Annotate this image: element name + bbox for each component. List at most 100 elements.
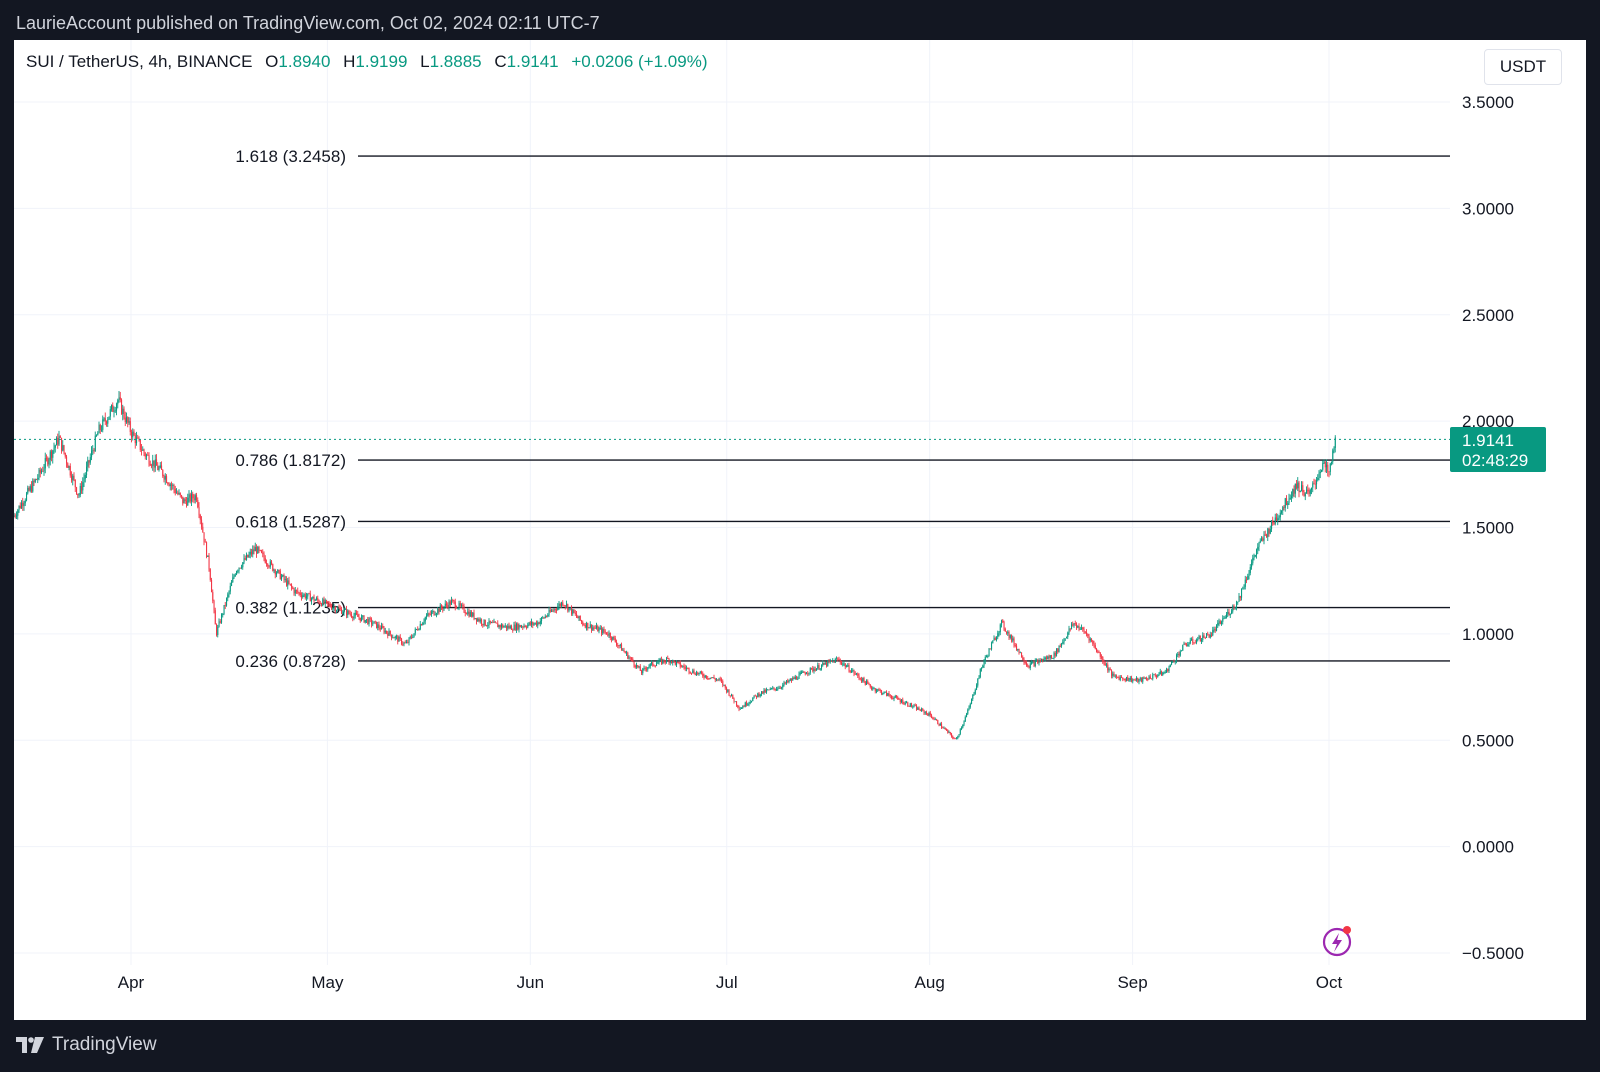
candle [202,522,204,533]
candle [498,624,500,629]
candle [837,657,839,662]
candle [1109,667,1111,671]
candle [1266,533,1268,538]
candle [304,592,306,600]
candle [17,508,19,520]
currency-button[interactable]: USDT [1484,49,1562,85]
candle [812,665,814,673]
candle [166,474,168,484]
candle [1017,648,1019,652]
candle [408,637,410,646]
candle [1297,477,1299,492]
candle [854,671,856,675]
candle [864,680,866,686]
candle [1229,613,1231,619]
candle [851,668,853,673]
candle [1037,658,1039,665]
candle [404,640,406,644]
candle [526,625,528,630]
candle [743,704,745,708]
candle [1183,641,1185,646]
candle [1152,672,1154,681]
candle [364,619,366,624]
symbol-legend[interactable]: SUI / TetherUS, 4h, BINANCE O1.8940 H1.9… [26,52,707,72]
candle [133,429,135,436]
candle [1087,633,1089,639]
candle [803,670,805,673]
candle [1283,505,1285,511]
candle [127,416,129,428]
candle [1081,624,1083,630]
candle [518,623,520,633]
candle [139,439,141,452]
candle [1041,658,1043,663]
candle [433,610,435,616]
candle [101,425,103,432]
candle [1059,643,1061,648]
publisher-header: LaurieAccount published on TradingView.c… [0,0,1600,40]
candle [532,621,534,629]
candle [1259,538,1261,544]
candle [106,420,108,427]
candle [316,596,318,601]
candle [78,493,80,498]
time-axis[interactable]: Apr May Jun Jul Aug Sep Oct [118,973,1343,992]
symbol-title[interactable]: SUI / TetherUS, 4h, BINANCE [26,52,253,71]
candle [1038,658,1040,666]
candle [176,488,178,494]
candle [957,735,959,740]
candle [1018,648,1020,655]
candle [537,620,539,629]
candle [1219,619,1221,625]
candle [229,582,231,595]
candle [23,500,25,511]
candle [887,692,889,697]
fibonacci-levels[interactable]: 1.618 (3.2458) 0.786 (1.8172) 0.618 (1.528… [235,147,1450,671]
candle [43,464,45,476]
candle [426,613,428,620]
candle [1214,626,1216,633]
candle [1188,642,1190,647]
candle [209,568,211,582]
candle [66,454,68,468]
candle [708,678,710,681]
candle [453,599,455,605]
candle [1023,657,1025,665]
lightning-bolt-icon[interactable] [1322,926,1352,957]
candle [799,670,801,676]
candle [21,500,23,509]
candle [657,659,659,664]
candle [1158,672,1160,676]
candle [1254,554,1256,558]
time-tick-label: Apr [118,973,145,992]
candle [878,687,880,692]
candle [1091,638,1093,643]
candle [448,599,450,611]
candle [1161,670,1163,677]
tradingview-brand[interactable]: TradingView [16,1034,157,1056]
candle [178,489,180,496]
chart-svg[interactable]: 1.618 (3.2458) 0.786 (1.8172) 0.618 (1.528… [14,40,1586,1020]
candle [1011,634,1013,643]
candle [994,636,996,641]
candle [1143,676,1145,679]
candle [16,511,18,519]
candle [1169,664,1171,668]
candle [1071,622,1073,630]
candle [751,700,753,703]
candle [1162,671,1164,677]
chart-pane[interactable]: 1.618 (3.2458) 0.786 (1.8172) 0.618 (1.528… [14,40,1586,1020]
candle [843,660,845,666]
candle [744,701,746,708]
price-tick-label: 1.5000 [1462,519,1514,538]
candle [608,630,610,638]
price-axis[interactable]: 3.5000 3.0000 2.5000 2.0000 1.5000 1.0000 0.50… [1462,93,1524,963]
candle [952,735,954,740]
candle [183,497,185,504]
candle [1039,658,1041,663]
candle [1221,620,1223,626]
candle [683,663,685,670]
candle [672,659,674,666]
candle [452,598,454,603]
candle [1106,662,1108,668]
